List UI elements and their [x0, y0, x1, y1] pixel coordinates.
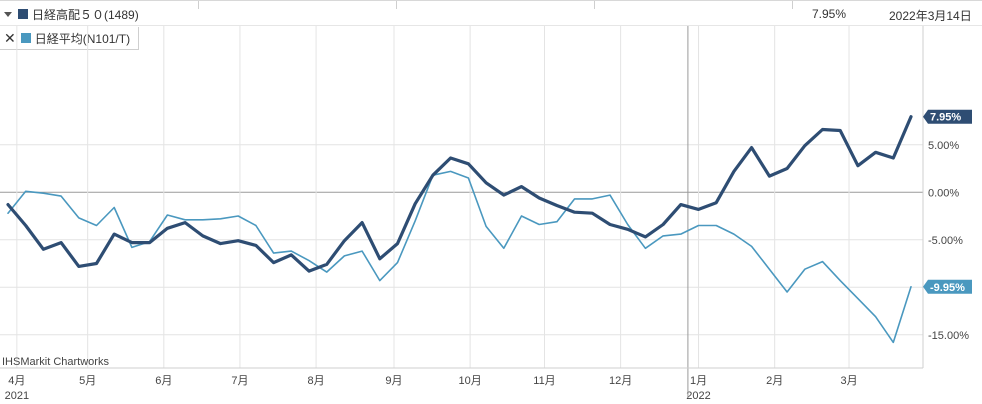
end-label-flag	[923, 279, 972, 294]
x-tick-label: 12月	[609, 375, 632, 387]
end-label-flag	[923, 109, 972, 124]
end-label-series-2: -9.95%	[923, 279, 972, 294]
x-tick-label: 1月	[690, 375, 707, 387]
x-tick-label: 5月	[79, 375, 96, 387]
x-tick-label: 8月	[308, 375, 325, 387]
series-2-swatch-icon	[20, 33, 31, 43]
x-year-label: 2022	[686, 390, 710, 402]
change-value: 7.95%	[812, 7, 847, 21]
toolbar-separator	[792, 1, 793, 9]
toolbar-separator	[396, 1, 397, 9]
x-tick-label: 10月	[458, 375, 481, 387]
y-tick-label: 0.00%	[928, 187, 959, 199]
series-2-label: 日経平均(N101/T)	[34, 31, 131, 46]
legend-bar: 日経高配５０(1489) 7.95% 2022年3月14日	[0, 0, 982, 26]
x-year-label: 2021	[5, 390, 29, 402]
end-label-text: 7.95%	[930, 112, 961, 124]
legend-series-2[interactable]: ✕ 日経平均(N101/T)	[0, 27, 140, 50]
dropdown-arrow-icon[interactable]	[4, 11, 12, 17]
legend-series-1[interactable]: 日経高配５０(1489)	[4, 5, 139, 23]
toolbar-separator	[594, 1, 595, 9]
end-label-text: -9.95%	[930, 282, 965, 294]
series-1-swatch-icon	[18, 9, 28, 19]
toolbar-separator	[198, 1, 199, 9]
x-tick-label: 7月	[231, 375, 248, 387]
x-tick-label: 6月	[155, 375, 172, 387]
x-tick-label: 11月	[533, 375, 555, 387]
y-tick-label: -5.00%	[928, 235, 963, 247]
x-tick-label: 2月	[766, 375, 783, 387]
series-line-1	[6, 115, 913, 273]
credit-label: IHSMarkit Chartworks	[2, 356, 109, 368]
series-1-label: 日経高配５０(1489)	[32, 7, 139, 22]
y-tick-label: 5.00%	[928, 140, 959, 152]
x-tick-label: 3月	[840, 375, 857, 387]
x-tick-label: 9月	[385, 375, 402, 387]
date-label: 2022年3月14日	[889, 9, 972, 23]
x-tick-label: 4月	[8, 375, 25, 387]
series-line-2	[7, 170, 912, 344]
remove-series-icon[interactable]: ✕	[4, 29, 16, 46]
end-label-series-1: 7.95%	[923, 109, 972, 124]
y-tick-label: -15.00%	[928, 330, 969, 342]
